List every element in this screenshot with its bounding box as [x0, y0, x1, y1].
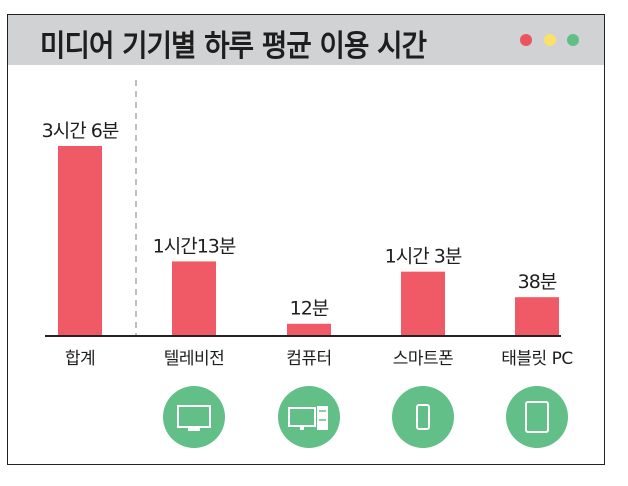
desktop-computer-icon — [278, 386, 340, 448]
data-label: 3시간 6분 — [42, 120, 119, 142]
tablet-icon — [506, 386, 568, 448]
bar — [515, 297, 559, 336]
smartphone-icon — [392, 386, 454, 448]
chart-frame: 미디어 기기별 하루 평균 이용 시간 — [7, 14, 605, 465]
category-label: 스마트폰 — [393, 349, 454, 369]
bar — [287, 323, 331, 336]
chart-header: 미디어 기기별 하루 평균 이용 시간 — [8, 15, 604, 65]
chart-title: 미디어 기기별 하루 평균 이용 시간 — [40, 29, 427, 64]
category-label: 텔레비전 — [164, 349, 225, 369]
bar — [401, 271, 445, 336]
category-label: 태블릿 PC — [501, 349, 572, 369]
data-label: 1시간 3분 — [385, 246, 462, 268]
category-label: 컴퓨터 — [286, 349, 331, 369]
category-label: 합계 — [65, 349, 95, 369]
bar — [58, 146, 102, 336]
data-label: 12분 — [290, 298, 329, 320]
red-dot-icon — [520, 34, 532, 46]
tv-icon — [163, 386, 225, 448]
bar — [172, 261, 216, 336]
data-label: 38분 — [518, 271, 557, 293]
yellow-dot-icon — [544, 34, 556, 46]
data-label: 1시간13분 — [153, 235, 236, 257]
green-dot-icon — [567, 34, 579, 46]
